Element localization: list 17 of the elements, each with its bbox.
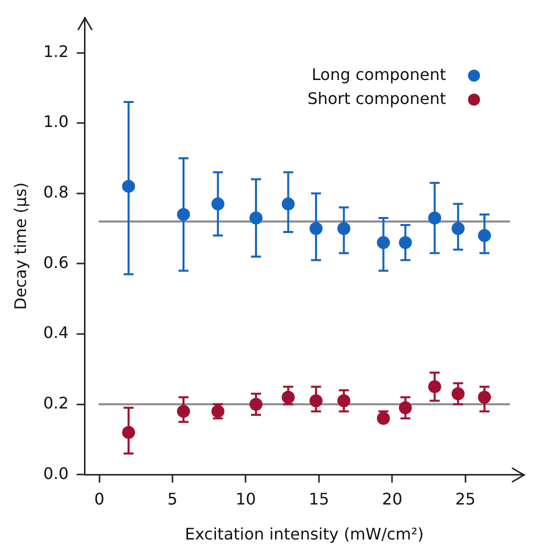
x-tick-label: 20 <box>382 489 402 508</box>
y-tick-label: 0.4 <box>43 323 69 342</box>
x-axis-title: Excitation intensity (mW/cm²) <box>184 524 424 544</box>
x-tick-label: 25 <box>455 489 476 508</box>
y-axis-title: Decay time (μs) <box>10 182 30 310</box>
y-tick-label: 0.2 <box>43 393 69 412</box>
y-tick-label: 1.0 <box>43 112 69 132</box>
x-tick-label: 5 <box>167 489 178 508</box>
x-tick-label: 15 <box>308 489 330 508</box>
x-tick-label: 10 <box>236 489 256 508</box>
legend-label: Short component <box>307 88 446 108</box>
y-tick-label: 0.0 <box>43 464 69 483</box>
y-tick-label: 0.6 <box>43 252 69 272</box>
x-tick-label: 0 <box>94 489 104 508</box>
legend-label: Long component <box>312 64 446 84</box>
y-tick-label: 1.2 <box>43 42 69 61</box>
y-tick-label: 0.8 <box>43 182 69 202</box>
